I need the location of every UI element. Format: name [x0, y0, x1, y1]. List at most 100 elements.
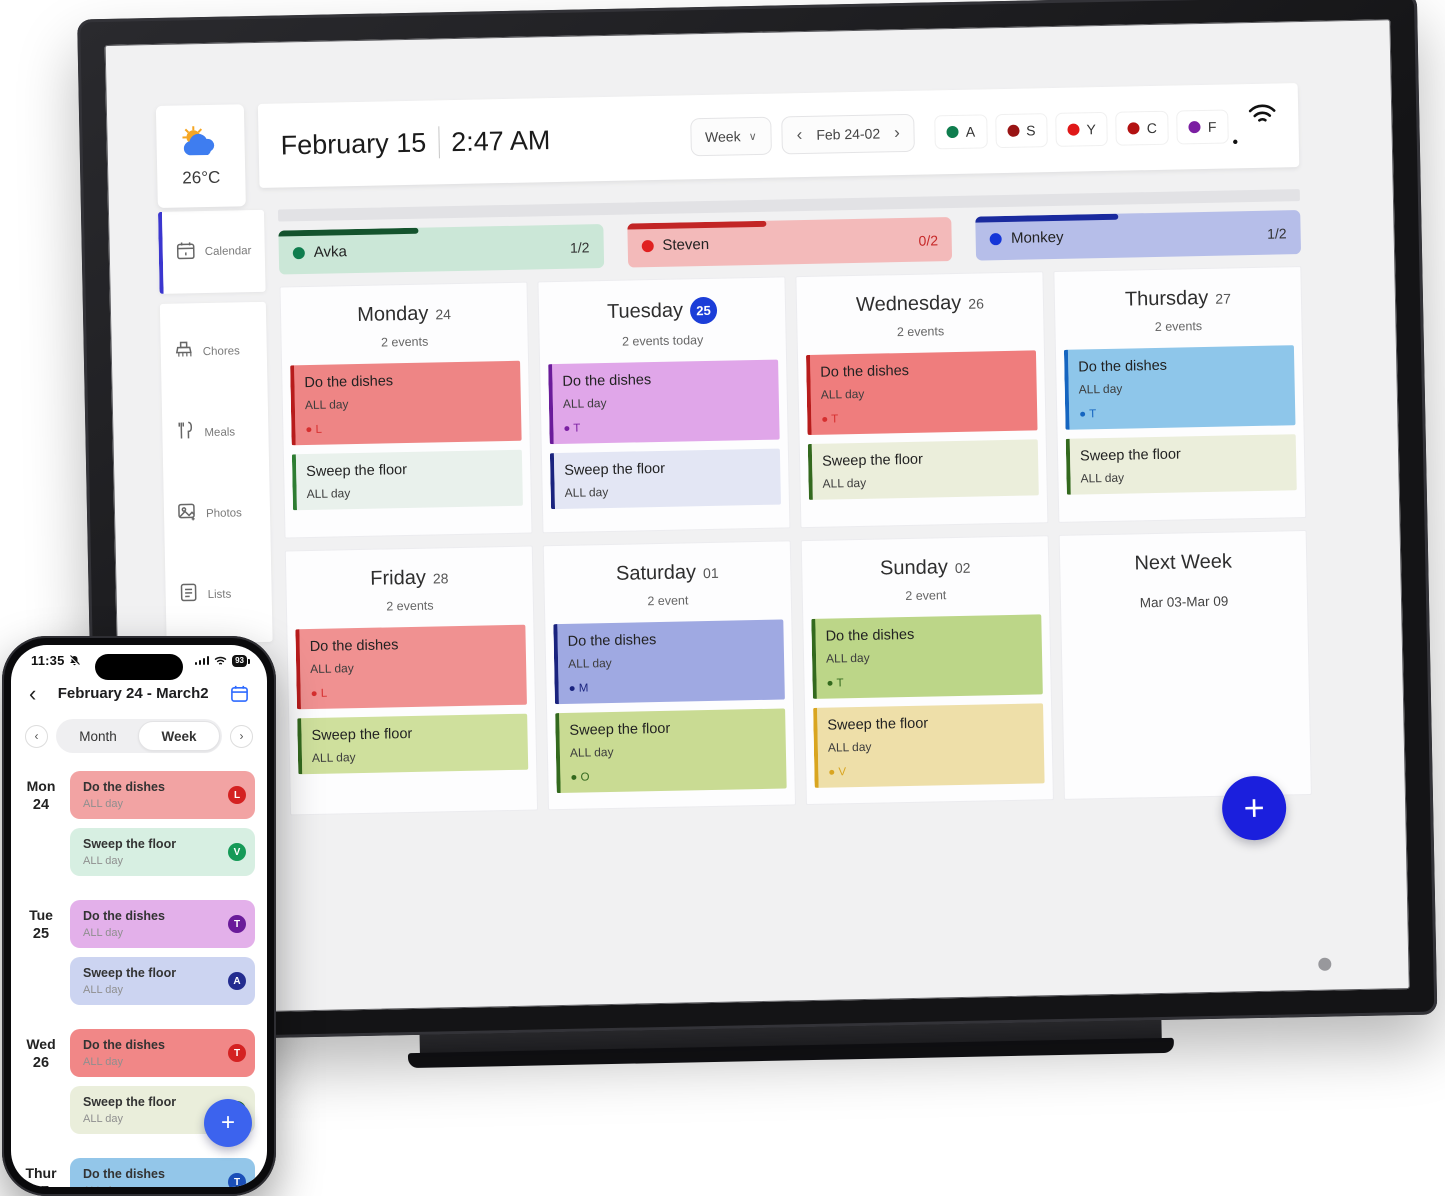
tab-week[interactable]: Week — [138, 721, 220, 751]
day-event-count: 2 events — [295, 597, 525, 616]
event-card[interactable]: Do the dishes ALL day ● M — [553, 620, 785, 705]
sidebar-item-photos[interactable]: Photos — [177, 500, 270, 527]
event-title: Do the dishes — [825, 625, 1031, 645]
event-card[interactable]: Sweep the floor ALL day ● V — [813, 703, 1045, 788]
calendar-app: 26°C February 15 2:47 AM Week ∨ — [156, 83, 1312, 818]
phone-day-thur: Thur 27 Do the dishes ALL day T Sweep th… — [19, 1158, 255, 1187]
member-score: 1/2 — [1267, 225, 1287, 241]
day-name: Monday — [357, 303, 429, 327]
event-card[interactable]: Do the dishes ALL day ● T — [811, 614, 1043, 699]
event-title: Do the dishes — [83, 909, 223, 923]
member-bar-monkey[interactable]: Monkey 1/2 — [976, 210, 1301, 261]
time-label: 2:47 AM — [451, 125, 551, 158]
sidebar-item-label: Lists — [208, 588, 232, 600]
sidebar-item-meals[interactable]: Meals — [175, 419, 268, 446]
event-title: Do the dishes — [1078, 355, 1284, 375]
member-dot — [1067, 123, 1079, 135]
sidebar-item-label: Meals — [204, 426, 235, 439]
day-name: Wed — [19, 1036, 63, 1052]
event-card[interactable]: Sweep the floor ALL day A — [70, 957, 255, 1005]
member-bar-steven[interactable]: Steven 0/2 — [627, 217, 952, 268]
event-card[interactable]: Do the dishes ALL day L — [70, 771, 255, 819]
dynamic-island — [95, 654, 183, 680]
event-card[interactable]: Do the dishes ALL day T — [70, 1158, 255, 1187]
event-assignee: ● L — [305, 420, 511, 436]
day-cell-next-week[interactable]: Next Week Mar 03-Mar 09 — [1059, 530, 1312, 800]
event-time: ALL day — [563, 393, 769, 411]
event-card[interactable]: Sweep the floor ALL day V — [70, 828, 255, 876]
event-card[interactable]: Do the dishes ALL day ● T — [548, 360, 780, 445]
event-title: Sweep the floor — [83, 837, 223, 851]
day-name: Mon — [19, 778, 63, 794]
next-week-button[interactable]: › — [230, 725, 253, 748]
event-title: Sweep the floor — [306, 460, 512, 480]
add-event-button[interactable]: + — [1222, 775, 1287, 840]
event-card[interactable]: Sweep the floor ALL day — [550, 449, 781, 510]
event-card[interactable]: Sweep the floor ALL day — [292, 450, 523, 511]
event-time: ALL day — [1079, 378, 1285, 396]
tab-month[interactable]: Month — [58, 721, 138, 751]
chevron-down-icon: ∨ — [748, 129, 756, 142]
member-chip-a[interactable]: A — [934, 114, 987, 149]
event-card[interactable]: Sweep the floor ALL day — [1066, 434, 1297, 495]
light-sensor-dot — [1318, 958, 1331, 971]
member-bar-avka[interactable]: Avka 1/2 — [278, 224, 603, 275]
event-card[interactable]: Sweep the floor ALL day — [297, 714, 528, 775]
datetime: February 15 2:47 AM — [280, 124, 550, 161]
assignee-badge: A — [228, 972, 246, 990]
view-selector-button[interactable]: Week ∨ — [690, 117, 772, 157]
event-assignee: ● L — [311, 684, 517, 700]
member-dot — [1007, 125, 1019, 137]
day-event-count: 2 event — [811, 586, 1041, 605]
member-initial: Y — [1086, 121, 1096, 137]
datetime-divider — [438, 126, 440, 158]
event-time: ALL day — [821, 384, 1027, 402]
phone-day-tue: Tue 25 Do the dishes ALL day T Sweep the… — [19, 900, 255, 1005]
chevron-right-icon[interactable]: › — [894, 128, 900, 138]
member-chip-y[interactable]: Y — [1055, 112, 1108, 147]
event-card[interactable]: Do the dishes ALL day ● T — [1064, 345, 1296, 430]
event-card[interactable]: Do the dishes ALL day ● L — [290, 361, 522, 446]
calendar-picker-button[interactable] — [230, 684, 249, 703]
sidebar-item-chores[interactable]: Chores — [174, 338, 267, 365]
member-dot — [1189, 121, 1201, 133]
sidebar-item-lists[interactable]: Lists — [178, 581, 271, 608]
event-time: ALL day — [822, 473, 1028, 491]
weather-widget[interactable]: 26°C — [156, 104, 246, 208]
utensils-icon — [175, 420, 195, 445]
temperature-label: 26°C — [182, 167, 220, 188]
day-number: 24 — [19, 797, 63, 813]
event-time: ALL day — [83, 855, 223, 867]
day-name: Tuesday — [607, 299, 683, 324]
back-button[interactable]: ‹ — [29, 686, 36, 702]
event-time: ALL day — [568, 653, 774, 671]
sidebar-item-calendar[interactable]: Calendar — [158, 210, 266, 294]
member-chip-f[interactable]: F — [1177, 109, 1229, 144]
today-badge: 25 — [690, 297, 718, 325]
add-event-button[interactable]: + — [204, 1099, 252, 1147]
app-header: 26°C February 15 2:47 AM Week ∨ — [156, 83, 1300, 208]
prev-week-button[interactable]: ‹ — [25, 725, 48, 748]
member-name: Monkey — [1011, 229, 1064, 247]
assignee-badge: T — [228, 915, 246, 933]
event-card[interactable]: Sweep the floor ALL day — [808, 439, 1039, 500]
event-title: Do the dishes — [562, 370, 768, 390]
chevron-left-icon[interactable]: ‹ — [797, 130, 803, 140]
event-time: ALL day — [83, 927, 223, 939]
day-name: Friday — [370, 567, 426, 591]
event-assignee: ● T — [821, 410, 1027, 426]
event-card[interactable]: Do the dishes ALL day T — [70, 1029, 255, 1077]
weather-icon — [178, 124, 223, 164]
member-chip-s[interactable]: S — [995, 113, 1048, 148]
event-card[interactable]: Sweep the floor ALL day ● O — [555, 708, 787, 793]
day-number: 02 — [955, 559, 971, 575]
event-card[interactable]: Do the dishes ALL day ● L — [295, 625, 527, 710]
day-event-count: 2 events — [290, 333, 520, 352]
event-card[interactable]: Do the dishes ALL day T — [70, 900, 255, 948]
member-chip-c[interactable]: C — [1115, 111, 1169, 146]
event-card[interactable]: Do the dishes ALL day ● T — [806, 350, 1038, 435]
